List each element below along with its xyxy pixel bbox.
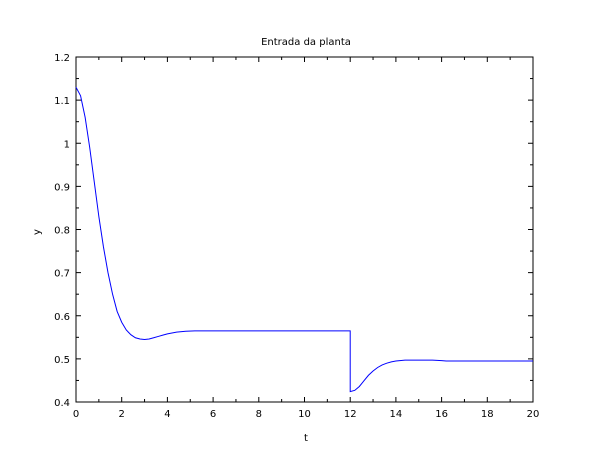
- x-tick-label: 16: [435, 409, 448, 420]
- y-axis-tick-labels: 0.4 0.5 0.6 0.7 0.8 0.9 1 1.1 1.2: [54, 53, 70, 409]
- x-axis-ticks: [75, 57, 534, 402]
- series-group: [75, 86, 533, 393]
- y-tick-label: 1.1: [54, 96, 70, 107]
- y-tick-label: 0.4: [54, 398, 70, 409]
- x-tick-label: 8: [256, 409, 262, 420]
- x-axis-label: t: [304, 433, 308, 444]
- y-tick-label: 1: [64, 139, 70, 150]
- y-axis-ticks: [76, 56, 533, 403]
- y-tick-label: 0.7: [54, 269, 70, 280]
- chart-title: Entrada da planta: [261, 37, 351, 48]
- x-tick-label: 20: [527, 409, 540, 420]
- x-tick-label: 4: [164, 409, 170, 420]
- y-tick-label: 0.9: [54, 182, 70, 193]
- series-line: [75, 86, 533, 393]
- plot-frame: [75, 56, 534, 403]
- y-tick-label: 0.5: [54, 355, 70, 366]
- y-tick-label: 1.2: [54, 53, 70, 64]
- y-tick-label: 0.6: [54, 312, 70, 323]
- x-tick-label: 6: [210, 409, 216, 420]
- x-tick-label: 10: [298, 409, 311, 420]
- x-tick-label: 18: [481, 409, 494, 420]
- x-tick-label: 14: [390, 409, 403, 420]
- y-tick-label: 0.8: [54, 226, 70, 237]
- x-axis-tick-labels: 0 2 4 6 8 10 12 14 16 18 20: [73, 409, 540, 420]
- x-tick-label: 12: [344, 409, 357, 420]
- x-tick-label: 2: [119, 409, 125, 420]
- y-axis-label: y: [32, 229, 43, 235]
- x-tick-label: 0: [73, 409, 79, 420]
